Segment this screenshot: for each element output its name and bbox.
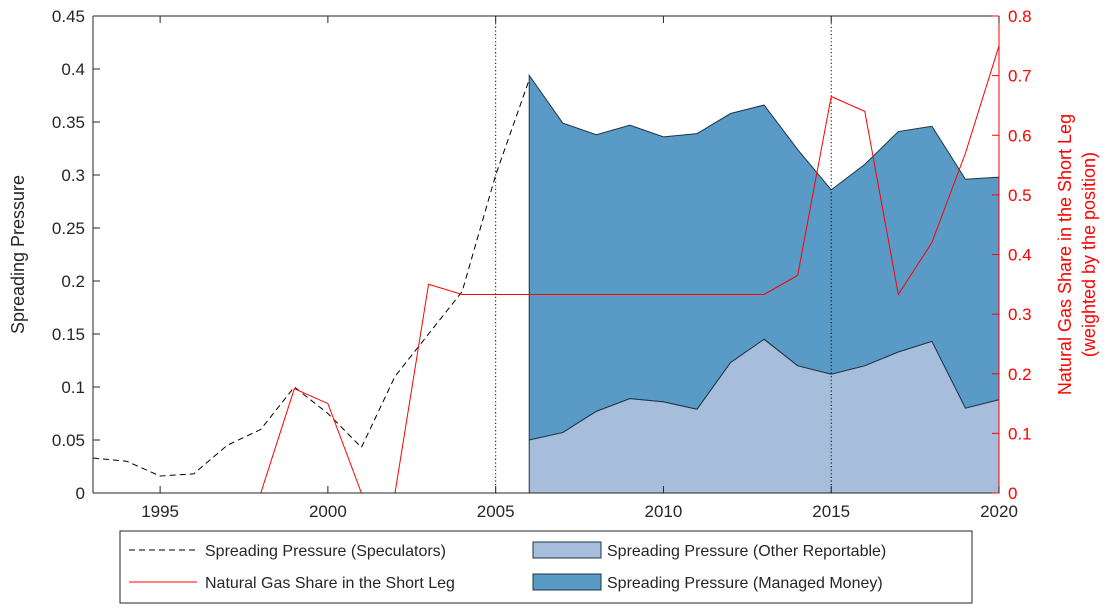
- y-left-axis-label: Spreading Pressure: [8, 175, 28, 334]
- legend-swatch-other-reportable: [532, 541, 602, 559]
- legend: Spreading Pressure (Speculators) Natural …: [119, 530, 973, 604]
- y-right-axis-label-line1: Natural Gas Share in the Short Leg: [1055, 114, 1075, 395]
- y-left-tick-label: 0.4: [61, 60, 85, 79]
- legend-label-managed-money: Spreading Pressure (Managed Money): [607, 575, 883, 592]
- legend-label-speculators: Spreading Pressure (Speculators): [205, 543, 446, 560]
- y-left-tick-label: 0.15: [52, 325, 85, 344]
- x-tick-label: 2020: [980, 502, 1018, 521]
- x-tick-label: 2000: [309, 502, 347, 521]
- axes: 0 0.05 0.1 0.15 0.2 0.25 0.3 0.35 0.4 0.45 0 0.1 0.2…: [8, 7, 1099, 521]
- y-right-tick-label: 0.5: [1008, 186, 1032, 205]
- y-right-axis-label-line2: (weighted by the position): [1079, 152, 1099, 357]
- x-tick-label: 2005: [477, 502, 515, 521]
- legend-swatch-managed-money: [532, 573, 602, 591]
- y-left-tick-label: 0.35: [52, 113, 85, 132]
- y-left-tick-label: 0.3: [61, 166, 85, 185]
- x-tick-label: 2010: [645, 502, 683, 521]
- y-right-tick-label: 0.3: [1008, 305, 1032, 324]
- x-tick-label: 2015: [812, 502, 850, 521]
- y-right-tick-label: 0.7: [1008, 67, 1032, 86]
- y-right-tick-label: 0.6: [1008, 126, 1032, 145]
- y-left-tick-label: 0: [76, 484, 85, 503]
- y-left-tick-label: 0.05: [52, 431, 85, 450]
- y-right-tick-label: 0: [1008, 484, 1017, 503]
- y-right-tick-label: 0.8: [1008, 7, 1032, 26]
- y-left-tick-label: 0.25: [52, 219, 85, 238]
- y-left-tick-label: 0.45: [52, 7, 85, 26]
- line-speculators: [92, 79, 530, 477]
- y-left-tick-label: 0.2: [61, 272, 85, 291]
- y-right-tick-label: 0.2: [1008, 365, 1032, 384]
- x-tick-label: 1995: [141, 502, 179, 521]
- legend-label-other-reportable: Spreading Pressure (Other Reportable): [607, 543, 886, 560]
- y-right-tick-label: 0.4: [1008, 246, 1032, 265]
- plot-area: [92, 16, 1000, 494]
- y-left-tick-label: 0.1: [61, 378, 85, 397]
- legend-label-natural-gas: Natural Gas Share in the Short Leg: [205, 575, 455, 592]
- y-right-tick-label: 0.1: [1008, 424, 1032, 443]
